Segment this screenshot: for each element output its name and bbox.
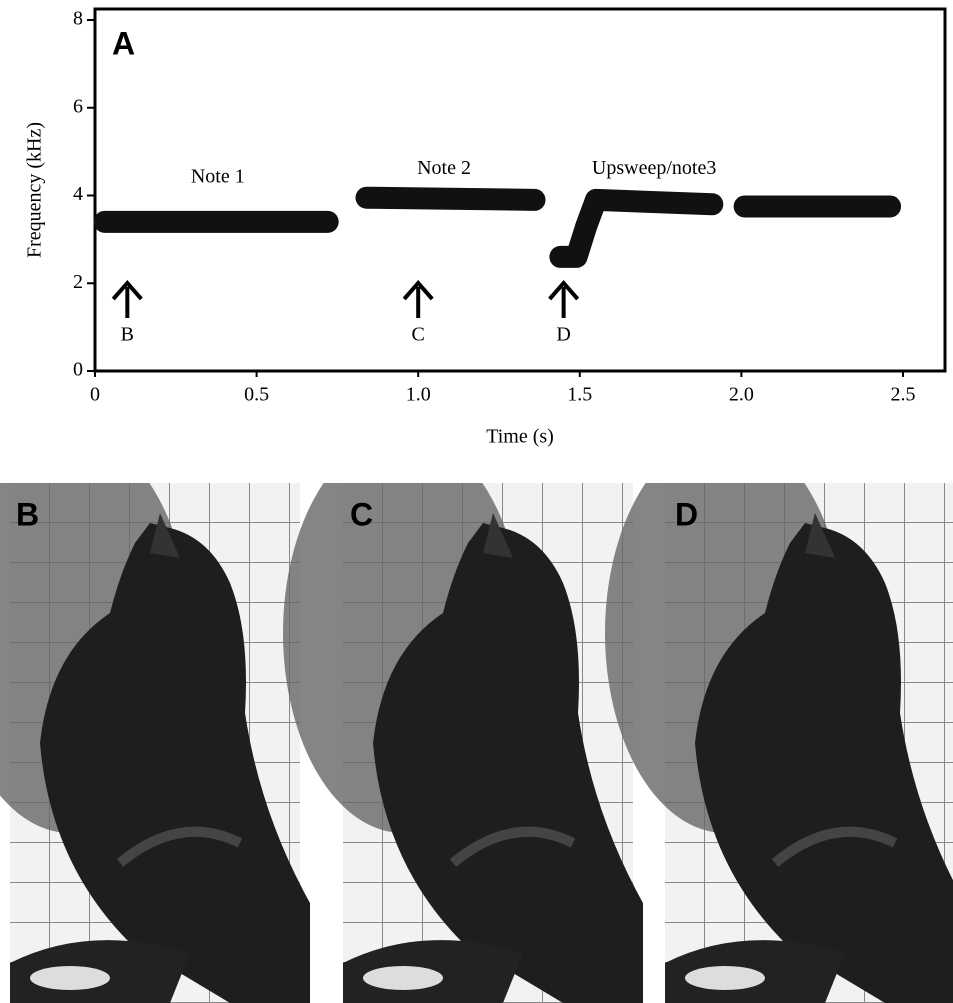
photo-panel xyxy=(283,483,643,1003)
x-tick-label: 0 xyxy=(90,384,100,406)
photo-panel xyxy=(0,483,310,1003)
x-axis-label: Time (s) xyxy=(486,426,554,448)
note-annotation: Note 1 xyxy=(191,166,245,188)
panel-label: C xyxy=(350,496,373,532)
frame-arrow xyxy=(548,279,580,318)
frame-arrow xyxy=(402,279,434,318)
photo-panel xyxy=(605,483,953,1003)
y-tick-label: 6 xyxy=(73,95,83,117)
y-tick-label: 2 xyxy=(73,271,83,293)
arrow-label: B xyxy=(121,324,134,346)
song-note xyxy=(549,188,724,268)
note-annotation: Note 2 xyxy=(417,157,471,179)
panel-label: A xyxy=(112,25,135,61)
y-tick-label: 8 xyxy=(73,8,83,30)
x-tick-label: 2.0 xyxy=(729,384,754,406)
arrow-label: D xyxy=(556,324,570,346)
photo-row: B C D xyxy=(0,483,953,1003)
panel-label: B xyxy=(16,496,39,532)
y-tick-label: 0 xyxy=(73,359,83,381)
x-tick-label: 0.5 xyxy=(244,384,269,406)
spectrogram-chart: A Time (s) Frequency (kHz) 0 2 4 6 8 0 0.5 1.0 1… xyxy=(24,7,947,448)
x-tick-label: 1.0 xyxy=(406,384,431,406)
plot-frame xyxy=(93,7,947,373)
y-axis-label: Frequency (kHz) xyxy=(24,122,46,258)
y-tick-label: 4 xyxy=(73,183,83,205)
frame-arrow xyxy=(111,279,143,318)
panel-label: D xyxy=(675,496,698,532)
x-tick-label: 1.5 xyxy=(567,384,592,406)
note-annotation: Upsweep/note3 xyxy=(592,157,716,179)
song-note xyxy=(355,186,546,211)
arrow-label: C xyxy=(412,324,425,346)
x-tick-label: 2.5 xyxy=(890,384,915,406)
